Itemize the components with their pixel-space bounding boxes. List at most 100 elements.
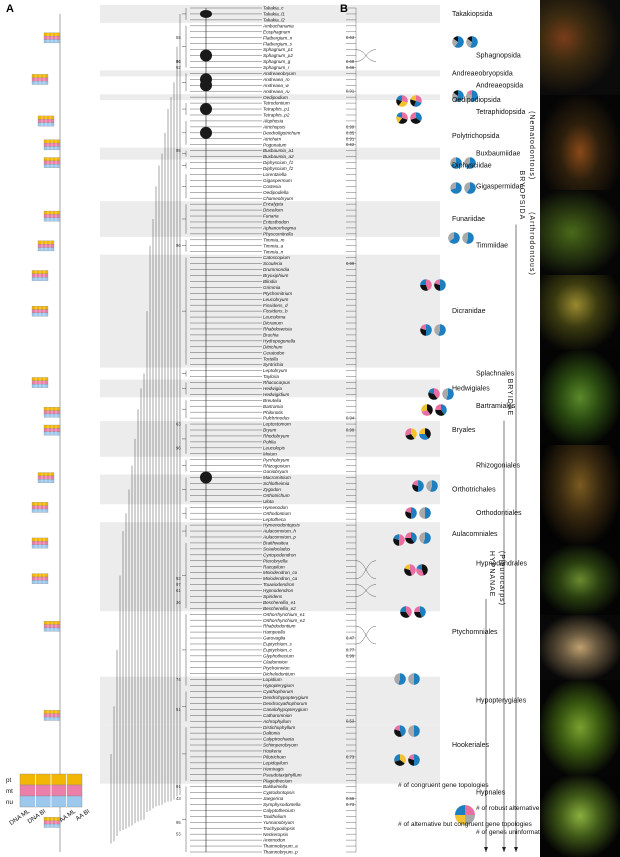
taxon-label: Leucoloma xyxy=(263,315,286,320)
clade-band xyxy=(100,539,440,612)
taxon-label: Buxbaumia_a2 xyxy=(263,154,294,159)
photo-hookeria xyxy=(540,680,620,775)
taxon-label: Symphysodontella xyxy=(263,802,301,807)
moss-photo-strip xyxy=(540,0,620,857)
clade-band xyxy=(100,474,440,505)
taxon-label: Lepidopilum xyxy=(263,760,288,765)
legend-alternative: # of alternative but congruent gene topo… xyxy=(398,821,533,828)
clade-label: Timmiidae xyxy=(476,243,508,250)
rank-label: (Arthrodontous) xyxy=(528,212,535,276)
clade-band xyxy=(100,421,440,457)
gene-tree-pie xyxy=(466,36,478,48)
taxon-label: Thamnobryum_p xyxy=(263,850,298,855)
taxon-label: Andreaea_w xyxy=(262,83,289,88)
taxon-label: Trachypodopsis xyxy=(263,826,296,831)
clade-band xyxy=(100,724,440,784)
taxon-label: Costesia xyxy=(263,184,281,189)
taxon-label: Hymenodon xyxy=(263,505,288,510)
support-value: 91 xyxy=(176,784,181,789)
taxon-label: Rhabdoweisia xyxy=(263,327,292,332)
taxon-label: Aphanorrhegma xyxy=(262,226,296,231)
taxon-label: Anomodon xyxy=(262,838,286,843)
taxon-label: Mnium xyxy=(263,451,277,456)
taxon-label: Pilotrichum xyxy=(263,755,286,760)
clade-label: Hypopterygiales xyxy=(476,697,527,704)
taxon-label: Ptychomitrium xyxy=(263,291,292,296)
taxon-label: Alophosia xyxy=(262,119,284,124)
clade-label: Hypnales xyxy=(476,790,506,797)
legend-congruent-1: # of congruent gene topologies xyxy=(398,782,489,789)
taxon-label: Entosthodon xyxy=(263,220,289,225)
clade-label: Diphysciidae xyxy=(452,163,492,170)
taxon-label: Takakia_l2 xyxy=(263,17,285,22)
taxon-label: Mniodendron_ca xyxy=(263,576,298,581)
taxon-label: Cladomnion xyxy=(263,659,288,664)
taxon-label: Pterobryella xyxy=(263,558,288,563)
taxon-label: Achrophyllum xyxy=(262,719,291,724)
gene-tree-pie xyxy=(426,480,438,492)
rank-label: HYPNANAE xyxy=(488,551,495,598)
taxon-label: Sphagnum_p2 xyxy=(263,53,293,58)
taxon-label: Timmia_n xyxy=(263,249,284,254)
taxon-label: Diphyscium_f2 xyxy=(263,166,294,171)
taxon-label: Bruchia xyxy=(263,333,279,338)
gene-tree-pie xyxy=(396,95,408,107)
legend-robust: # of robust alternative gene trees xyxy=(476,805,573,812)
taxon-label: Funaria xyxy=(263,214,279,219)
photo-funaria xyxy=(540,275,620,350)
taxon-label: Scouleria xyxy=(263,261,283,266)
support-grids xyxy=(31,32,61,828)
taxon-label: Bryoxiphium xyxy=(263,273,288,278)
gene-tree-pie xyxy=(464,157,476,169)
gene-tree-pie xyxy=(466,90,478,102)
gene-tree-pie xyxy=(434,324,446,336)
gene-tree-pie xyxy=(452,90,464,102)
clade-band xyxy=(100,201,440,237)
arrow-head-icon xyxy=(514,847,518,852)
support-value: 93 xyxy=(176,576,181,581)
rank-label: BRYIDAE xyxy=(506,379,513,417)
support-grid xyxy=(37,115,55,127)
clade-band xyxy=(100,522,440,540)
crossing-line xyxy=(355,560,377,579)
taxon-label: Catoscopium xyxy=(263,255,290,260)
taxon-label: Mniodendron_co xyxy=(263,570,298,575)
support-value: 74 xyxy=(176,677,181,682)
taxon-label: Bartramia xyxy=(263,404,283,409)
gene-tree-pie xyxy=(450,157,462,169)
support-value: 36 xyxy=(176,600,181,605)
clade-label: Hypnodendrales xyxy=(476,561,527,568)
taxon-label: Physcomitrella xyxy=(263,231,293,236)
taxon-label: Schlotheimia xyxy=(263,481,290,486)
sporophyte-capsule-icon xyxy=(200,79,212,92)
support-value: 95 xyxy=(176,820,181,825)
taxon-label: Atrichopsis xyxy=(262,124,286,129)
clade-label: Andreaeopsida xyxy=(476,82,523,89)
support-grid xyxy=(31,74,49,85)
support-value: 53 xyxy=(176,832,181,837)
gene-tree-pie xyxy=(428,388,440,400)
taxon-label: Euptychium_c xyxy=(263,648,293,653)
taxon-label: Leucobryum xyxy=(263,297,288,302)
taxon-label: Rhabdodontium xyxy=(263,624,296,629)
support-grid xyxy=(31,306,49,317)
taxon-label: Aulacomnium_h xyxy=(262,529,296,534)
gene-tree-pie xyxy=(421,404,433,416)
gene-tree-pie xyxy=(414,606,426,618)
support-grid xyxy=(31,502,49,513)
support-value: 55 xyxy=(176,35,181,40)
clade-label: Oedipodiopsida xyxy=(452,97,501,104)
clade-bands xyxy=(100,5,440,784)
gene-tree-pie xyxy=(400,606,412,618)
support-value: 91 xyxy=(176,59,181,64)
taxon-label: Daltonia xyxy=(263,731,280,736)
photo-andreaea xyxy=(540,95,620,190)
rank-brackets: (Nematodontous)BRYOPSIDA(Arthrodontous) B… xyxy=(484,111,535,852)
gene-tree-pie xyxy=(410,112,422,124)
support-grid xyxy=(37,240,55,252)
sporophyte-capsule-icon xyxy=(200,103,212,116)
taxon-label: Tayloria xyxy=(263,374,279,379)
photo-takakia xyxy=(540,0,620,95)
support-value: 90 xyxy=(176,59,181,64)
taxon-label: Syntrichia xyxy=(263,362,284,367)
